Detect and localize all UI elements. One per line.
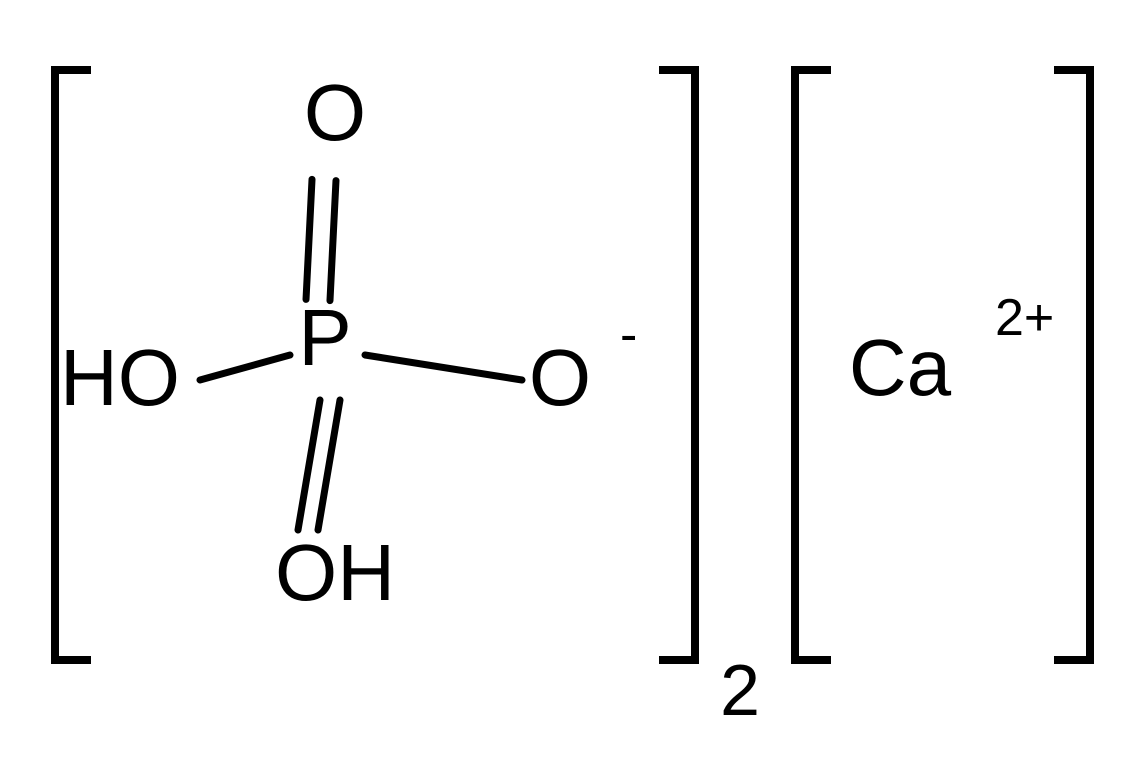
- chemical-structure-diagram: P O HO O - OH Ca 2+ 2: [0, 0, 1140, 760]
- atom-hydroxyl-left: HO: [60, 333, 180, 422]
- bracket-right-cation: [1058, 70, 1090, 660]
- stoichiometry-subscript: 2: [720, 651, 760, 731]
- atom-calcium-charge: 2+: [995, 289, 1054, 347]
- atom-oxygen-top: O: [304, 68, 366, 157]
- atom-calcium: Ca: [849, 323, 952, 412]
- bracket-left-cation: [795, 70, 827, 660]
- atom-oxygen-right-charge: -: [620, 306, 637, 364]
- atom-oxygen-right: O: [529, 333, 591, 422]
- atom-hydroxyl-bottom: OH: [275, 528, 395, 617]
- atom-phosphorus: P: [298, 293, 351, 382]
- bracket-right-anion: [663, 70, 695, 660]
- bonds: [200, 179, 522, 530]
